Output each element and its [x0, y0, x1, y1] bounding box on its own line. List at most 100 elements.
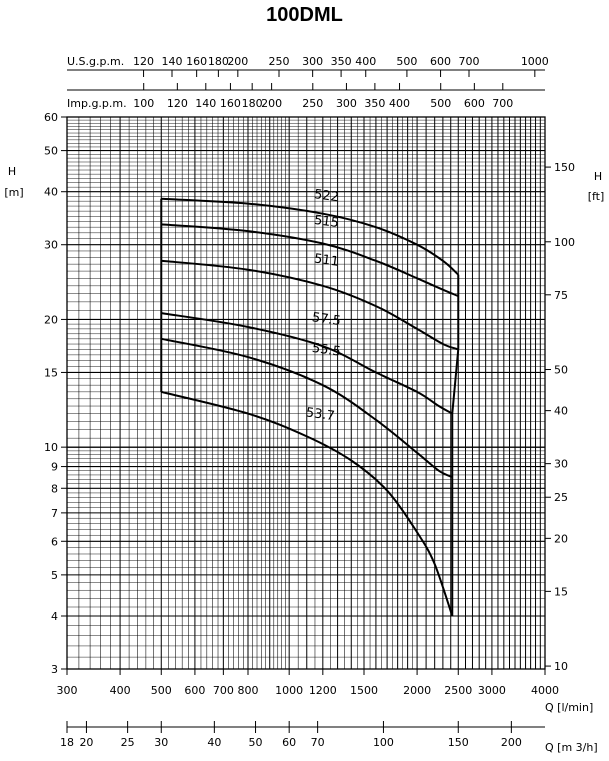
y-right-tick-label: 100: [554, 236, 575, 249]
x-impgpm-tick-label: 600: [464, 97, 485, 110]
x-usgpm-tick-label: 200: [227, 55, 248, 68]
x-impgpm-tick-label: 200: [261, 97, 282, 110]
y-right-tick-label: 50: [554, 364, 568, 377]
y-left-unit: [m]: [4, 186, 23, 199]
axes: [61, 69, 551, 733]
x-primary-tick-label: 1500: [350, 684, 378, 697]
pump-curve-53.7: [161, 390, 454, 617]
pump-curve-511: [161, 259, 459, 351]
x-usgpm-tick-label: 300: [302, 55, 323, 68]
x-m3h-tick-label: 20: [79, 736, 93, 749]
envelope-right-connector: [451, 349, 460, 414]
x-impgpm-tick-label: 120: [167, 97, 188, 110]
x-m3h-tick-label: 25: [121, 736, 135, 749]
y-right-tick-label: 40: [554, 405, 568, 418]
pump-curve-55.5: [161, 337, 453, 479]
pump-curve-label-53.7: 53.7: [305, 405, 336, 424]
pump-curves: 522 515 511 57.5 55.5 53.7: [160, 187, 460, 617]
x-usgpm-tick-label: 600: [430, 55, 451, 68]
x-impgpm-tick-label: 180: [242, 97, 263, 110]
pump-curve-522: [161, 197, 459, 276]
x-impgpm-tick-label: 250: [302, 97, 323, 110]
y-left-tick-label: 7: [51, 507, 58, 520]
x-m3h-tick-label: 60: [282, 736, 296, 749]
y-right-tick-label: 150: [554, 161, 575, 174]
x-usgpm-label: U.S.g.p.m.: [67, 55, 124, 68]
x-primary-tick-label: 800: [237, 684, 258, 697]
x-primary-tick-label: 1000: [275, 684, 303, 697]
y-left-tick-label: 15: [44, 366, 58, 379]
x-primary-tick-label: 2500: [444, 684, 472, 697]
x-m3h-tick-label: 100: [373, 736, 394, 749]
x-impgpm-tick-label: 400: [389, 97, 410, 110]
y-left-tick-label: 30: [44, 239, 58, 252]
x-impgpm-tick-label: 160: [220, 97, 241, 110]
chart-title: 100DML: [266, 4, 343, 26]
x-primary-tick-label: 300: [57, 684, 78, 697]
pump-curve-label-515: 515: [313, 213, 340, 231]
y-left-tick-label: 8: [51, 482, 58, 495]
pump-curve-label-57.5: 57.5: [311, 310, 342, 329]
x-m3h-tick-label: 150: [448, 736, 469, 749]
x-m3h-tick-label: 200: [501, 736, 522, 749]
y-right-tick-label: 30: [554, 458, 568, 471]
y-left-tick-label: 50: [44, 145, 58, 158]
x-m3h-tick-label: 18: [60, 736, 74, 749]
x-primary-tick-label: 4000: [531, 684, 559, 697]
x-usgpm-tick-label: 250: [269, 55, 290, 68]
y-right-label: H: [594, 170, 602, 183]
axis-labels: 3 4 5 6 7 8 9 10 15 20 30 40 50 60 H [m] 10 15 20 25 30 40 50 7…: [4, 55, 604, 754]
grid-lines: [66, 116, 546, 670]
x-usgpm-tick-label: 180: [208, 55, 229, 68]
y-left-tick-label: 40: [44, 186, 58, 199]
x-m3h-tick-label: 70: [311, 736, 325, 749]
pump-curve-label-522: 522: [313, 187, 340, 205]
y-left-tick-label: 20: [44, 313, 58, 326]
y-right-tick-label: 75: [554, 289, 568, 302]
x-primary-tick-label: 700: [213, 684, 234, 697]
y-left-tick-label: 60: [44, 111, 58, 124]
x-usgpm-tick-label: 500: [396, 55, 417, 68]
x-m3h-tick-label: 50: [249, 736, 263, 749]
y-right-tick-label: 20: [554, 532, 568, 545]
x-usgpm-tick-label: 350: [331, 55, 352, 68]
x-impgpm-tick-label: 700: [492, 97, 513, 110]
y-right-tick-label: 25: [554, 491, 568, 504]
x-impgpm-label: Imp.g.p.m.: [67, 97, 127, 110]
x-m3h-tick-label: 40: [207, 736, 221, 749]
y-right-tick-label: 10: [554, 660, 568, 673]
pump-curve-57.5: [161, 312, 453, 415]
x-primary-tick-label: 400: [110, 684, 131, 697]
pump-curve-label-511: 511: [313, 252, 340, 270]
y-left-label: H: [8, 165, 16, 178]
y-left-tick-label: 5: [51, 569, 58, 582]
x-m3h-tick-label: 30: [154, 736, 168, 749]
x-primary-tick-label: 500: [151, 684, 172, 697]
y-left-tick-label: 3: [51, 663, 58, 676]
x-usgpm-tick-label: 400: [355, 55, 376, 68]
x-impgpm-tick-label: 100: [133, 97, 154, 110]
x-impgpm-tick-label: 300: [336, 97, 357, 110]
x-primary-tick-label: 1200: [309, 684, 337, 697]
x-impgpm-tick-label: 140: [195, 97, 216, 110]
x-usgpm-tick-label: 700: [459, 55, 480, 68]
x-primary-tick-label: 2000: [403, 684, 431, 697]
x-primary-tick-label: 600: [184, 684, 205, 697]
y-right-tick-label: 15: [554, 585, 568, 598]
x-m3h-label: Q [m 3/h]: [545, 741, 598, 754]
y-left-tick-label: 4: [51, 610, 58, 623]
x-usgpm-tick-label: 140: [162, 55, 183, 68]
plot-frame: [66, 116, 546, 670]
x-impgpm-tick-label: 500: [430, 97, 451, 110]
y-left-tick-label: 6: [51, 535, 58, 548]
x-primary-tick-label: 3000: [478, 684, 506, 697]
y-left-tick-label: 9: [51, 461, 58, 474]
y-left-tick-label: 10: [44, 441, 58, 454]
x-usgpm-tick-label: 160: [186, 55, 207, 68]
pump-curve-515: [161, 223, 459, 298]
x-primary-label: Q [l/min]: [545, 701, 593, 714]
x-usgpm-tick-label: 1000: [521, 55, 549, 68]
y-right-unit: [ft]: [588, 190, 605, 203]
x-impgpm-tick-label: 350: [364, 97, 385, 110]
